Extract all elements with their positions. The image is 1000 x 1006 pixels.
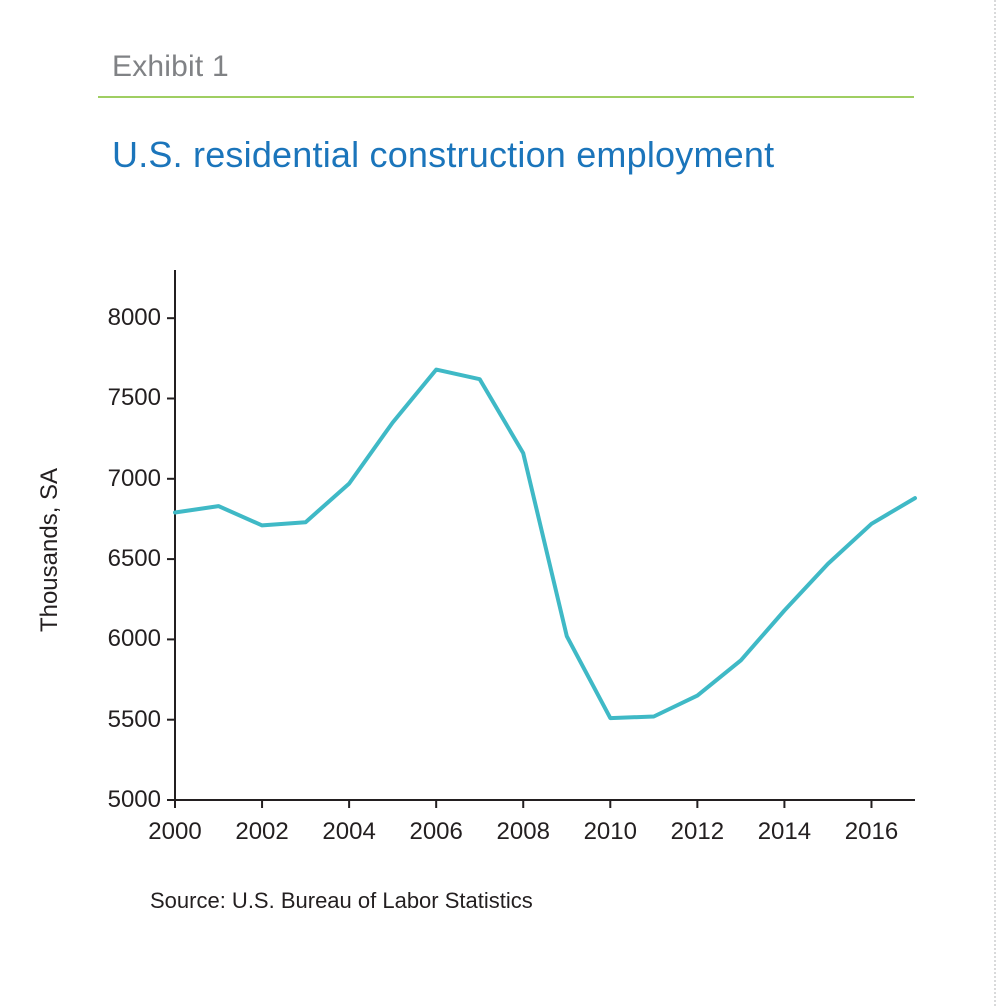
x-tick-label: 2016 bbox=[845, 818, 898, 846]
x-tick-label: 2008 bbox=[497, 818, 550, 846]
source-label: Source: U.S. Bureau of Labor Statistics bbox=[150, 888, 533, 914]
exhibit-label: Exhibit 1 bbox=[112, 50, 229, 84]
x-tick-label: 2002 bbox=[235, 818, 288, 846]
y-tick-label: 7000 bbox=[71, 465, 161, 493]
y-tick-label: 8000 bbox=[71, 304, 161, 332]
y-tick-label: 5000 bbox=[71, 786, 161, 814]
y-tick-label: 5500 bbox=[71, 706, 161, 734]
chart-title: U.S. residential construction employment bbox=[112, 134, 774, 176]
line-series bbox=[175, 370, 915, 718]
x-tick-label: 2004 bbox=[322, 818, 375, 846]
exhibit-rule bbox=[98, 96, 914, 98]
x-tick-label: 2006 bbox=[409, 818, 462, 846]
page-right-dotted-border bbox=[994, 0, 996, 1006]
x-tick-label: 2010 bbox=[584, 818, 637, 846]
y-tick-label: 7500 bbox=[71, 384, 161, 412]
page: Exhibit 1 U.S. residential construction … bbox=[0, 0, 1000, 1006]
y-tick-label: 6000 bbox=[71, 625, 161, 653]
y-tick-label: 6500 bbox=[71, 545, 161, 573]
x-tick-label: 2000 bbox=[148, 818, 201, 846]
chart-container: Thousands, SA 50005500600065007000750080… bbox=[60, 250, 940, 850]
chart-svg bbox=[60, 250, 940, 850]
x-tick-label: 2014 bbox=[758, 818, 811, 846]
x-tick-label: 2012 bbox=[671, 818, 724, 846]
